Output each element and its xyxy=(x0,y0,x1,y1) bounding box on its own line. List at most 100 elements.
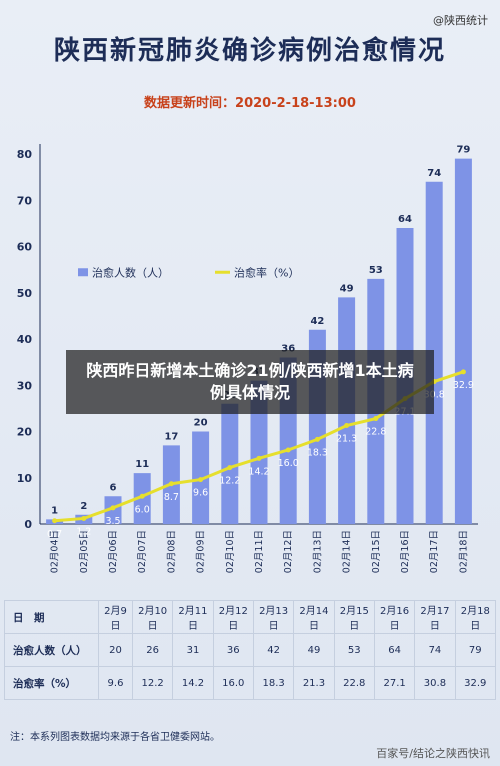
cure-rate-point xyxy=(314,436,320,442)
x-tick-label: 02月14日 xyxy=(342,530,353,573)
legend-bar-label: 治愈人数（人） xyxy=(92,265,169,279)
y-tick-label: 80 xyxy=(17,148,33,161)
x-tick-label: 02月16日 xyxy=(400,530,411,573)
table-cell: 20 xyxy=(98,633,133,667)
cure-rate-point xyxy=(139,493,145,499)
footnote: 注：本系列图表数据均来源于各省卫健委网站。 xyxy=(10,732,220,743)
table-cell: 21.3 xyxy=(293,666,335,700)
x-tick-label: 02月17日 xyxy=(429,530,440,573)
cure-rate-label: 8.7 xyxy=(164,492,179,503)
table-date: 2月15日 xyxy=(333,600,375,634)
bar xyxy=(425,181,443,524)
bar-value-label: 36 xyxy=(281,344,295,355)
x-tick-label: 02月07日 xyxy=(137,530,148,573)
table-date: 2月10日 xyxy=(131,600,174,634)
x-tick-label: 02月18日 xyxy=(458,530,469,573)
cure-rate-point xyxy=(227,465,233,471)
bar-value-label: 53 xyxy=(369,265,383,276)
x-tick-label: 02月13日 xyxy=(312,530,323,573)
y-tick-label: 60 xyxy=(17,241,33,254)
y-tick-label: 30 xyxy=(17,379,33,392)
x-tick-label: 02月15日 xyxy=(371,530,382,573)
bar-value-label: 79 xyxy=(456,145,470,156)
x-tick-label: 02月04日 xyxy=(50,530,61,573)
bar xyxy=(454,158,472,524)
table-date: 2月16日 xyxy=(373,600,416,634)
cure-rate-point xyxy=(373,416,379,422)
cure-rate-label: 0.7 xyxy=(47,529,62,540)
cure-rate-point xyxy=(168,481,174,487)
bar xyxy=(250,380,268,524)
bar-value-label: 1 xyxy=(51,505,58,516)
cure-rate-label: 1.2 xyxy=(76,526,91,537)
table-cell: 30.8 xyxy=(414,666,456,700)
cure-rate-point xyxy=(285,447,291,453)
table-cell: 18.3 xyxy=(252,666,295,700)
cure-rate-point xyxy=(81,515,87,521)
cure-rate-point xyxy=(460,369,466,375)
table-date: 2月18日 xyxy=(454,600,497,634)
table-cell: 12.2 xyxy=(131,666,174,700)
update-time: 数据更新时间：2020-2-18-13:00 xyxy=(144,96,356,111)
x-tick-label: 02月12日 xyxy=(283,530,294,573)
x-tick-label: 02月11日 xyxy=(254,530,265,573)
table-cell: 53 xyxy=(333,633,375,667)
cure-rate-label: 22.8 xyxy=(365,427,386,438)
cure-rate-label: 32.9 xyxy=(453,380,474,391)
table-cell: 16.0 xyxy=(212,666,254,700)
cure-rate-label: 14.2 xyxy=(248,466,269,477)
bar-value-label: 20 xyxy=(194,418,208,429)
table-date: 2月12日 xyxy=(212,600,254,634)
watermark: 百家号/结论之陕西快讯 xyxy=(376,747,490,760)
table-cell: 22.8 xyxy=(333,666,375,700)
legend-bar-swatch xyxy=(78,268,88,277)
table-cell: 42 xyxy=(252,633,295,667)
bar xyxy=(221,403,239,524)
cure-rate-point xyxy=(256,455,262,461)
page-title: 陕西新冠肺炎确诊病例治愈情况 xyxy=(53,36,446,66)
cure-rate-label: 18.3 xyxy=(307,447,328,458)
table-date: 2月9日 xyxy=(98,600,133,634)
legend-line-label: 治愈率（%） xyxy=(234,265,299,279)
y-tick-label: 40 xyxy=(17,333,33,346)
bar-value-label: 11 xyxy=(135,459,149,470)
cure-rate-label: 16.0 xyxy=(278,458,299,469)
cure-rate-label: 9.6 xyxy=(193,488,208,499)
x-tick-label: 02月05日 xyxy=(79,530,90,573)
source-label: @陕西统计 xyxy=(433,14,488,27)
summary-table: 日 期 2月9日 2月10日 2月11日 2月12日 2月13日 2月14日 2… xyxy=(4,600,497,700)
table-cell: 31 xyxy=(172,633,214,667)
cure-rate-point xyxy=(52,518,58,524)
cure-rate-point xyxy=(198,477,204,483)
cure-rate-label: 30.8 xyxy=(424,390,445,401)
y-tick-label: 0 xyxy=(24,518,32,531)
table-cell: 9.6 xyxy=(98,666,133,700)
table-row: 治愈人数（人） 20 26 31 36 42 49 53 64 74 79 xyxy=(4,633,497,667)
table-date: 2月13日 xyxy=(252,600,295,634)
cure-rate-point xyxy=(344,422,350,428)
cure-rate-label: 21.3 xyxy=(336,433,357,444)
overlay-caption: 陕西昨日新增本土确诊21例/陕西新增1本土病例具体情况 xyxy=(66,350,434,414)
table-header-label: 日 期 xyxy=(4,600,99,634)
cure-rate-label: 6.0 xyxy=(135,504,150,515)
table-cell: 49 xyxy=(293,633,335,667)
x-tick-label: 02月10日 xyxy=(225,530,236,573)
table-date: 2月14日 xyxy=(293,600,335,634)
bar-value-label: 74 xyxy=(427,168,441,179)
table-cell: 27.1 xyxy=(373,666,416,700)
y-tick-label: 50 xyxy=(17,287,33,300)
cure-rate-point xyxy=(110,505,116,511)
cure-rate-label: 3.5 xyxy=(105,516,120,527)
bar-value-label: 2 xyxy=(80,501,87,512)
y-tick-label: 70 xyxy=(17,194,33,207)
x-tick-label: 02月09日 xyxy=(196,530,207,573)
bar-value-label: 49 xyxy=(340,283,354,294)
table-cell: 79 xyxy=(454,633,497,667)
cure-rate-label: 12.2 xyxy=(219,476,240,487)
y-tick-label: 20 xyxy=(17,426,33,439)
table-cell: 74 xyxy=(414,633,456,667)
table-date: 2月11日 xyxy=(172,600,214,634)
table-row-label: 治愈人数（人） xyxy=(4,633,99,667)
table-cell: 26 xyxy=(131,633,174,667)
table-cell: 32.9 xyxy=(454,666,497,700)
